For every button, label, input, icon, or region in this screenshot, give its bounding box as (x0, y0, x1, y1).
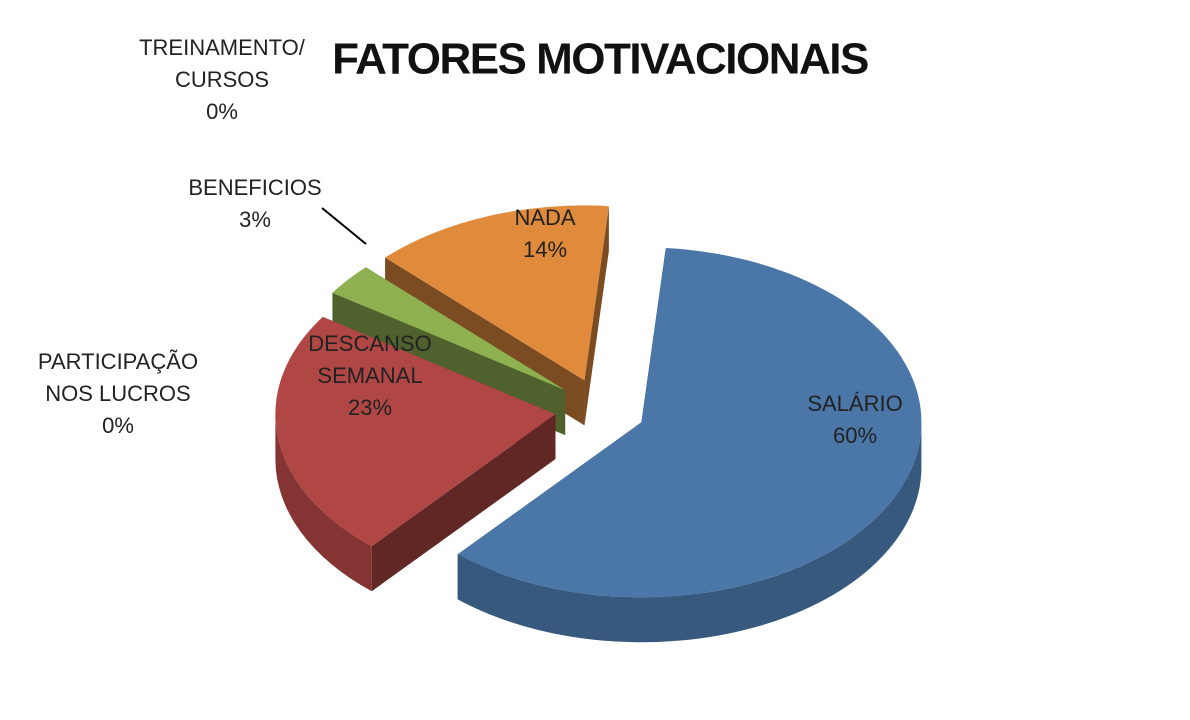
label-value: 3% (239, 207, 271, 232)
data-label: PARTICIPAÇÃO NOS LUCROS 0% (18, 346, 218, 442)
slice (332, 267, 566, 391)
pie (275, 205, 922, 643)
slice-side (457, 422, 922, 643)
slice-wall (371, 414, 556, 592)
slice (457, 247, 922, 598)
data-label: DESCANSO SEMANAL 23% (295, 328, 445, 424)
slice-side (275, 414, 372, 592)
chart-title: FATORES MOTIVACIONAIS (332, 35, 868, 84)
label-name: SALÁRIO (807, 391, 903, 416)
label-value: 0% (206, 99, 238, 124)
label-name: NADA (514, 205, 576, 230)
data-label: SALÁRIO 60% (780, 388, 930, 452)
label-name: BENEFICIOS (188, 175, 322, 200)
label-value: 0% (102, 413, 134, 438)
data-label: NADA 14% (495, 202, 595, 266)
leader-line (321, 207, 367, 245)
label-value: 60% (832, 423, 878, 448)
slice (275, 316, 556, 547)
data-label: TREINAMENTO/ CURSOS 0% (122, 32, 322, 128)
label-name: PARTICIPAÇÃO NOS LUCROS (37, 349, 199, 406)
data-label: BENEFICIOS 3% (180, 172, 330, 236)
slice-wall (584, 206, 609, 426)
slice (385, 205, 609, 381)
label-value: 23% (347, 395, 393, 420)
label-name: TREINAMENTO/ CURSOS (139, 35, 305, 92)
label-value: 14% (522, 237, 568, 262)
label-name: DESCANSO SEMANAL (308, 331, 432, 388)
